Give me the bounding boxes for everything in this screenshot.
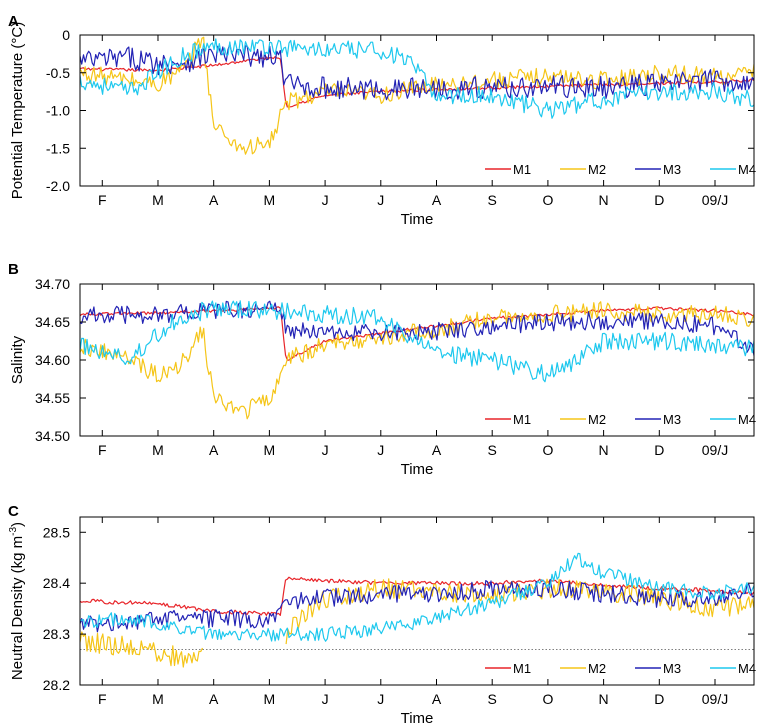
- panel-c-xtick-label: J: [377, 691, 384, 707]
- panel-b-legend-label-m3: M3: [663, 412, 681, 427]
- panel-a-ytick-label: -0.5: [46, 65, 70, 81]
- panel-b-ytick-label: 34.55: [35, 390, 70, 406]
- panel-c-xtick-label: O: [542, 691, 553, 707]
- panel-b-ytick-label: 34.70: [35, 276, 70, 292]
- panel-b-xtick-label: S: [488, 442, 497, 458]
- panel-a-legend-label-m2: M2: [588, 162, 606, 177]
- panel-b-legend-label-m4: M4: [738, 412, 756, 427]
- panel-c-xtick-label: M: [264, 691, 276, 707]
- panel-c-legend-label-m1: M1: [513, 661, 531, 676]
- panel-c-series-m3: [80, 578, 754, 633]
- panel-b-ytick-label: 34.50: [35, 428, 70, 444]
- panel-a-xtick-label: N: [599, 192, 609, 208]
- panel-c-xtick-label: A: [432, 691, 442, 707]
- panel-a-xtick-label: O: [542, 192, 553, 208]
- panel-c: C 28.2 28.3 28.4 28.5 F M A M J J A S O N D 09/J Time Neut…: [8, 503, 756, 725]
- panel-a-letter: A: [8, 13, 19, 30]
- panel-a-x-axis-title: Time: [401, 211, 434, 228]
- panel-c-xtick-label: N: [599, 691, 609, 707]
- panel-c-y-axis-title-superscript: -3: [8, 527, 19, 536]
- panel-c-legend-label-m3: M3: [663, 661, 681, 676]
- panel-c-x-axis-title: Time: [401, 710, 434, 725]
- panel-a-xtick-label: M: [152, 192, 164, 208]
- panel-c-letter: C: [8, 503, 19, 520]
- panel-c-xtick-label: F: [98, 691, 107, 707]
- panel-b-x-axis-title: Time: [401, 461, 434, 478]
- panel-a-xtick-label: 09/J: [702, 192, 728, 208]
- panel-a-legend-label-m4: M4: [738, 162, 756, 177]
- panel-b-ytick-label: 34.60: [35, 352, 70, 368]
- panel-a-series-m2: [80, 36, 754, 155]
- panel-b-xtick-label: 09/J: [702, 442, 728, 458]
- panel-c-frame: [79, 516, 755, 686]
- panel-a: A 0 -0.5 -1.0 -1.5 -2.0 F M A M J J A S O N D 09/J Time Pot…: [8, 13, 756, 228]
- panel-b: B 34.50 34.55 34.60 34.65 34.70 F M A M J J A S O N D 09/…: [8, 261, 756, 478]
- panel-a-ytick-label: -1.0: [46, 103, 70, 119]
- panel-b-letter: B: [8, 261, 19, 278]
- panel-c-xtick-label: M: [152, 691, 164, 707]
- panel-a-xtick-label: S: [488, 192, 497, 208]
- panel-a-legend-label-m3: M3: [663, 162, 681, 177]
- panel-c-y-axis-title-suffix: ): [9, 522, 26, 527]
- panel-a-y-axis-title: Potential Temperature (°C): [9, 22, 26, 199]
- panel-c-xtick-label: J: [322, 691, 329, 707]
- panel-a-xtick-label: D: [654, 192, 664, 208]
- panel-b-xtick-label: M: [152, 442, 164, 458]
- panel-a-frame: [79, 34, 755, 187]
- panel-b-y-axis-title: Salinity: [9, 335, 26, 384]
- panel-b-xtick-label: J: [322, 442, 329, 458]
- panel-b-xtick-label: A: [209, 442, 219, 458]
- panel-a-ytick-label: -1.5: [46, 140, 70, 156]
- panel-a-ytick-label: -2.0: [46, 178, 70, 194]
- panel-c-legend-label-m4: M4: [738, 661, 756, 676]
- panel-b-series-m4: [80, 300, 754, 383]
- panel-b-legend-label-m2: M2: [588, 412, 606, 427]
- panel-b-legend-label-m1: M1: [513, 412, 531, 427]
- panel-c-xtick-label: D: [654, 691, 664, 707]
- panel-a-legend-label-m1: M1: [513, 162, 531, 177]
- panel-c-xtick-label: S: [488, 691, 497, 707]
- panel-b-ytick-label: 34.65: [35, 314, 70, 330]
- panel-b-xtick-label: D: [654, 442, 664, 458]
- panel-a-xtick-label: A: [432, 192, 442, 208]
- panel-b-xtick-label: F: [98, 442, 107, 458]
- panel-a-xtick-label: J: [322, 192, 329, 208]
- panel-a-xtick-label: F: [98, 192, 107, 208]
- panel-a-series-m3: [80, 43, 754, 101]
- panel-b-xtick-label: J: [377, 442, 384, 458]
- panel-a-xtick-label: J: [377, 192, 384, 208]
- panel-c-ytick-label: 28.4: [43, 575, 70, 591]
- panel-c-ytick-label: 28.2: [43, 677, 70, 693]
- panel-c-legend-label-m2: M2: [588, 661, 606, 676]
- panel-a-ytick-label: 0: [62, 27, 70, 43]
- panel-b-xtick-label: N: [599, 442, 609, 458]
- panel-c-y-axis-title: Neutral Density (kg m-3): [8, 522, 26, 680]
- panel-a-xtick-label: M: [264, 192, 276, 208]
- panel-b-series-m2: [80, 301, 754, 420]
- panel-c-ytick-label: 28.5: [43, 524, 70, 540]
- panel-b-xtick-label: A: [432, 442, 442, 458]
- panel-c-xtick-label: 09/J: [702, 691, 728, 707]
- panel-b-xtick-label: M: [264, 442, 276, 458]
- panel-c-xtick-label: A: [209, 691, 219, 707]
- panel-c-ytick-label: 28.3: [43, 626, 70, 642]
- panel-c-series-m4: [80, 552, 754, 642]
- panel-a-series-m4: [80, 38, 754, 119]
- panel-a-xtick-label: A: [209, 192, 219, 208]
- panel-b-xtick-label: O: [542, 442, 553, 458]
